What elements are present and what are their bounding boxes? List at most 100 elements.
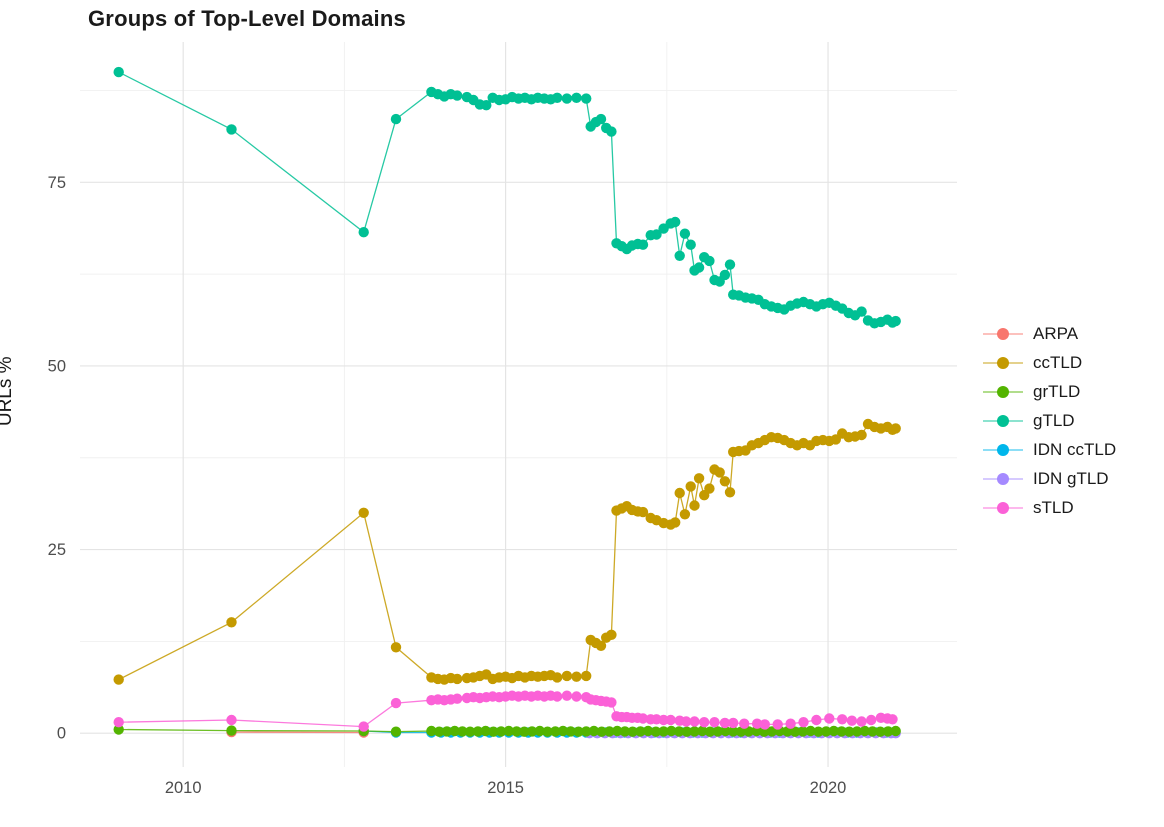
legend-label-gTLD: gTLD [1033,410,1075,430]
series-point-grTLD [642,725,654,737]
series-point-ccTLD [452,673,463,685]
series-point-ccTLD [358,507,369,518]
series-point-ccTLD [595,640,607,651]
series-point-gTLD [637,239,649,250]
series-point-sTLD [751,718,763,729]
series-point-ccTLD [714,467,725,478]
series-point-gTLD [651,229,662,240]
series-point-grTLD [797,726,809,737]
series-point-sTLD [358,721,369,732]
y-tick-label: 50 [48,357,66,375]
legend-key-icon [983,441,1023,459]
series-point-sTLD [571,691,582,702]
series-point-sTLD [798,717,809,728]
series-point-gTLD [452,90,463,101]
series-point-ccTLD [226,617,237,628]
series-point-grTLD [488,726,499,737]
series-point-sTLD [719,717,731,729]
series-point-sTLD [846,715,858,726]
series-point-ccTLD [637,506,649,518]
series-point-grTLD [434,726,445,737]
series-point-grTLD [658,726,669,737]
series-point-gTLD [226,124,237,135]
series-point-grTLD [689,726,700,737]
series-point-ccTLD [571,671,582,682]
series-point-grTLD [557,725,569,737]
series-point-grTLD [449,725,460,737]
series-point-grTLD [836,726,847,737]
legend-label-ARPA: ARPA [1033,323,1079,343]
series-point-grTLD [565,726,576,737]
legend-key-dot [997,501,1009,514]
legend-item-ccTLD: ccTLD [983,348,1116,377]
plot-title: Groups of Top-Level Domains [88,6,406,31]
series-point-grTLD [882,726,894,737]
series-point-ccTLD [390,642,402,653]
series-point-grTLD [704,726,716,737]
series-point-gTLD [606,126,617,137]
series-point-sTLD [785,718,796,729]
series-point-grTLD [735,726,747,737]
legend-key-dot [997,385,1009,398]
legend-key-dot [997,327,1009,340]
series-point-grTLD [511,726,522,737]
series-point-grTLD [619,726,631,737]
series-point-gTLD [561,93,573,104]
series-point-grTLD [743,726,754,737]
legend-key-icon [983,412,1023,430]
series-point-sTLD [709,717,720,728]
series-point-grTLD [495,726,507,737]
series-point-grTLD [503,725,514,737]
series-point-grTLD [627,726,638,737]
series-point-grTLD [480,725,491,737]
series-point-sTLD [113,717,124,728]
series-point-grTLD [789,726,801,737]
series-point-gTLD [679,228,691,239]
series-point-grTLD [113,724,124,735]
series-point-sTLD [637,713,649,724]
legend-item-gTLD: gTLD [983,406,1116,435]
y-tick-label: 0 [57,725,66,743]
legend-key-icon [983,325,1023,343]
series-point-gTLD [552,92,563,104]
series-point-grTLD [472,726,484,737]
x-tick-label: 2015 [487,779,524,797]
series-point-sTLD [887,714,898,725]
series-point-ccTLD [719,476,731,487]
legend-label-IDN-ccTLD: IDN ccTLD [1033,439,1117,459]
series-point-ccTLD [581,670,592,682]
series-point-sTLD [561,690,573,701]
legend-item-ARPA: ARPA [983,319,1116,348]
legend-key-dot [997,443,1009,456]
series-point-ccTLD [561,670,573,682]
series-point-ccTLD [674,487,685,499]
series-point-grTLD [766,726,778,737]
series-line-gTLD [118,71,896,324]
series-point-ccTLD [670,517,681,528]
series-point-grTLD [457,726,468,737]
series-point-grTLD [851,726,863,737]
legend-key-icon [983,499,1023,517]
series-point-grTLD [226,725,237,736]
series-point-sTLD [689,716,700,727]
series-point-gTLD [704,255,715,267]
series-point-ccTLD [552,672,563,683]
series-point-sTLD [739,718,750,729]
legend-item-IDN-gTLD: IDN gTLD [983,464,1116,493]
series-point-ccTLD [693,473,705,484]
series-point-sTLD [759,719,770,730]
legend-key-dot [997,414,1009,427]
series-point-sTLD [824,713,835,724]
series-point-ccTLD [679,509,691,520]
series-point-ccTLD [685,481,696,492]
series-point-ccTLD [606,629,617,640]
series-point-gTLD [481,100,492,111]
series-point-gTLD [719,269,731,281]
series-point-grTLD [890,725,901,737]
series-point-sTLD [866,714,877,726]
series-point-grTLD [728,726,739,737]
series-point-sTLD [226,714,237,726]
series-point-gTLD [674,250,685,261]
series-point-sTLD [452,693,463,704]
